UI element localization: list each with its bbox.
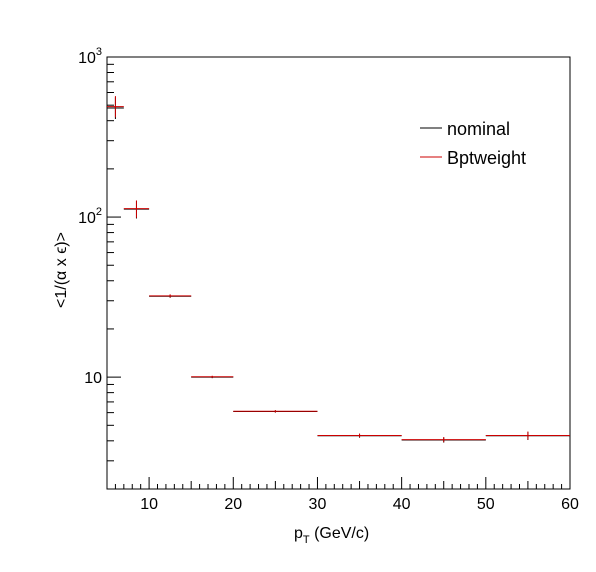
legend-label-nominal: nominal: [447, 119, 510, 139]
y-tick-label-exp: 3: [96, 46, 102, 58]
x-tick-label: 20: [224, 496, 242, 513]
x-tick-label: 40: [393, 496, 411, 513]
y-tick-label-base: 10: [78, 210, 96, 227]
y-axis-title: <1/(α x ϵ)>: [53, 232, 70, 308]
legend: nominal Bptweight: [420, 119, 526, 168]
x-tick-label: 50: [477, 496, 495, 513]
legend-label-bptweight: Bptweight: [447, 148, 526, 168]
y-tick-label-exp: 2: [96, 206, 102, 218]
y-tick-label: 103: [78, 46, 102, 67]
y-tick-label-base: 10: [78, 50, 96, 67]
x-axis-title-sub: T: [303, 534, 310, 546]
plot-frame: [106, 56, 571, 490]
x-axis-title-rest: (GeV/c): [310, 525, 370, 542]
series-layer: [107, 96, 570, 443]
y-tick-label-base: 10: [84, 370, 102, 387]
x-axis-title-main: p: [294, 525, 303, 542]
x-axis: 10 20 30 40 50 60: [106, 477, 579, 513]
x-tick-label: 10: [140, 496, 158, 513]
y-tick-label: 102: [78, 206, 102, 227]
x-tick-label: 30: [309, 496, 327, 513]
x-axis-title: pT (GeV/c): [294, 525, 369, 546]
x-tick-label: 60: [561, 496, 579, 513]
y-tick-label: 10: [84, 370, 102, 387]
series-bptweight: [107, 96, 570, 443]
